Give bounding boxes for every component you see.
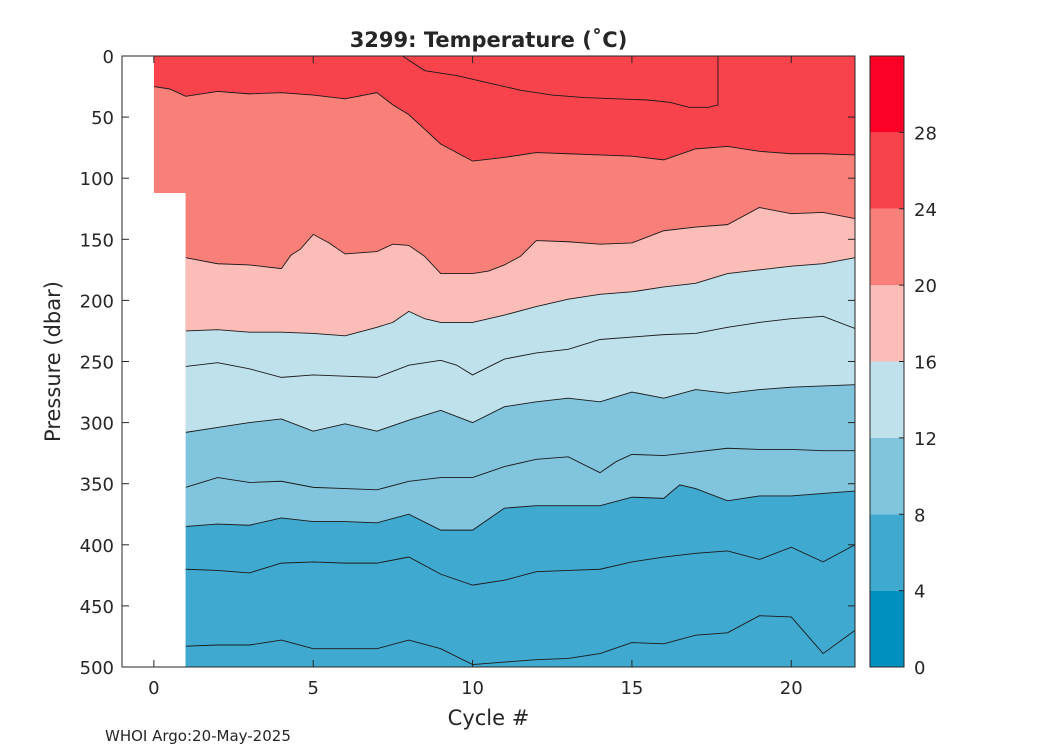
colorbar-tick-label: 12 <box>914 429 937 450</box>
colorbar-swatch <box>870 514 904 591</box>
colorbar-swatch <box>870 208 904 286</box>
colorbar: 0 4 8 12 16 20 24 28 <box>869 55 937 679</box>
x-axis: 0 5 10 15 20 <box>148 56 803 699</box>
band-lt5 <box>153 615 855 667</box>
y-tick-label: 250 <box>80 353 114 374</box>
x-tick-label: 15 <box>620 678 643 699</box>
y-tick-label: 100 <box>80 169 114 190</box>
isotherm-18 <box>185 207 855 274</box>
y-tick-label: 350 <box>80 475 114 496</box>
isotherm-26 <box>402 56 719 108</box>
filled-bands <box>153 56 855 667</box>
y-tick-label: 300 <box>80 414 114 435</box>
y-axis-label: Pressure (dbar) <box>41 281 65 442</box>
y-tick-label: 50 <box>91 108 114 129</box>
plot-area <box>153 56 855 667</box>
x-tick-label: 0 <box>148 678 159 699</box>
x-tick-label: 20 <box>780 678 803 699</box>
colorbar-tick-label: 8 <box>914 505 925 526</box>
colorbar-tick-label: 4 <box>914 582 925 603</box>
footer-credit: WHOI Argo:20-May-2025 <box>105 727 291 745</box>
x-tick-label: 10 <box>461 678 484 699</box>
colorbar-tick-label: 20 <box>914 276 937 297</box>
isotherm-8 <box>185 484 855 531</box>
y-axis: 0 50 100 150 200 250 300 350 400 450 500 <box>80 47 855 679</box>
x-axis-label: Cycle # <box>448 706 530 730</box>
isotherm-6 <box>185 544 855 586</box>
isotherm-16 <box>185 257 855 337</box>
y-tick-label: 500 <box>80 658 114 679</box>
colorbar-swatch <box>870 285 904 362</box>
isotherm-10 <box>185 447 855 491</box>
x-tick-label: 5 <box>307 678 318 699</box>
isotherm-5 <box>185 615 855 666</box>
colorbar-swatch <box>870 361 904 438</box>
y-tick-label: 450 <box>80 597 114 618</box>
band-gt26-pocket <box>402 56 718 108</box>
colorbar-swatch <box>870 132 904 209</box>
colorbar-tick-label: 16 <box>914 353 937 374</box>
colorbar-tick-label: 24 <box>914 200 937 221</box>
isotherm-lines <box>153 56 855 666</box>
chart-title: 3299: Temperature (˚C) <box>350 28 628 52</box>
y-tick-label: 200 <box>80 291 114 312</box>
isotherm-22 <box>153 86 855 162</box>
y-tick-label: 150 <box>80 230 114 251</box>
colorbar-swatch <box>870 56 904 133</box>
colorbar-tick-label: 0 <box>914 658 925 679</box>
y-tick-label: 400 <box>80 536 114 557</box>
isotherm-12 <box>185 384 855 433</box>
colorbar-swatch <box>870 590 904 667</box>
colorbar-tick-label: 28 <box>914 123 937 144</box>
colorbar-swatch <box>870 437 904 515</box>
y-tick-label: 0 <box>103 47 114 68</box>
isotherm-14 <box>185 315 855 378</box>
